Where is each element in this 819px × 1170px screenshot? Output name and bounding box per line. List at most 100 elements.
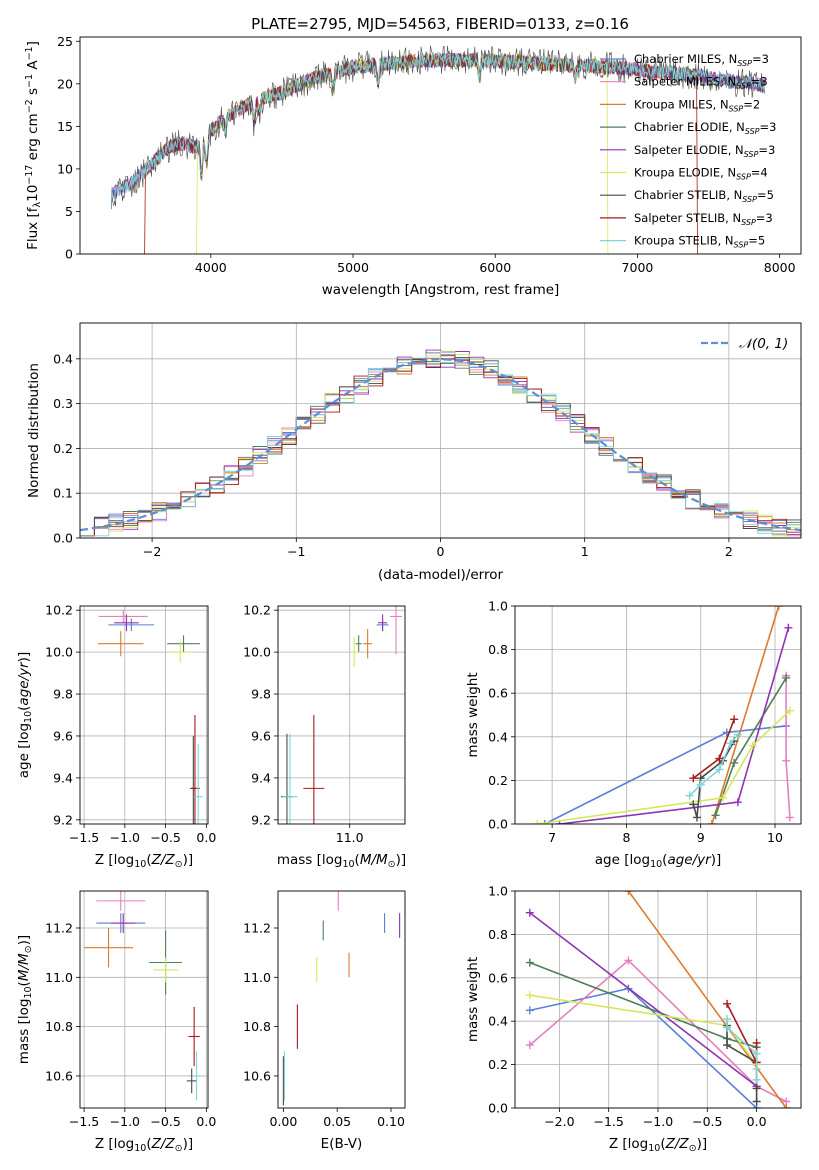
series-marker xyxy=(715,754,724,763)
x-tick-label: 0.0 xyxy=(196,830,216,845)
x-tick-label: 1 xyxy=(581,544,589,559)
axes-frame xyxy=(79,36,802,255)
series-marker xyxy=(785,813,794,822)
series-marker xyxy=(540,820,549,824)
y-tick-label: 0.8 xyxy=(488,927,508,942)
series-marker xyxy=(752,1097,761,1106)
data-point xyxy=(192,1051,201,1101)
y-tick-label: 10.2 xyxy=(45,603,73,618)
spectrum-panel: 4000 5000 6000 7000 8000 0 5 10 15 20 25 wavelength… xyxy=(24,34,802,298)
data-point xyxy=(108,618,155,632)
mass-vs-z-panel: −1.5 −1.0 −0.5 0.0 10.6 10.8 11.0 11.2 Z [log10​… xyxy=(16,890,216,1154)
series-line xyxy=(627,891,787,1108)
x-tick-label: 5000 xyxy=(337,260,369,275)
data-point xyxy=(84,927,133,968)
plot-area xyxy=(278,606,405,824)
x-axis-label: age [log10​(age/yr)] xyxy=(595,852,721,870)
x-tick-label: −0.5 xyxy=(150,1114,180,1129)
x-tick-label: −1.0 xyxy=(110,1114,140,1129)
x-tick-label: 7 xyxy=(548,830,556,845)
y-tick-label: 0.0 xyxy=(488,1101,508,1116)
data-point xyxy=(114,614,139,632)
data-point xyxy=(167,635,200,653)
axes-frame xyxy=(514,890,802,1109)
series-marker xyxy=(696,780,705,789)
series-marker xyxy=(723,999,732,1008)
series-marker xyxy=(784,623,793,632)
normal-reference-curve xyxy=(79,358,802,532)
series-marker xyxy=(533,820,542,824)
plot-area xyxy=(278,891,405,1108)
series-marker xyxy=(752,1075,761,1084)
axes-frame xyxy=(79,605,209,825)
y-tick-label: 11.0 xyxy=(45,970,73,985)
y-tick-label: 11.2 xyxy=(243,920,271,935)
x-tick-label: −2 xyxy=(143,544,161,559)
y-axis-label: mass weight xyxy=(465,957,481,1042)
series-marker xyxy=(782,1104,791,1108)
x-tick-label: 0 xyxy=(437,544,445,559)
series-marker xyxy=(711,811,720,820)
series-marker xyxy=(525,1006,534,1015)
series-line xyxy=(529,912,758,1087)
data-point xyxy=(363,629,373,659)
x-tick-label: −1.5 xyxy=(594,1114,624,1129)
data-point xyxy=(188,1006,200,1067)
y-tick-label: 0.4 xyxy=(488,1014,508,1029)
data-point xyxy=(96,891,146,911)
spectrum-series-kroupa-stelib xyxy=(110,50,766,202)
plot-area xyxy=(80,891,208,1108)
y-tick-label: 9.4 xyxy=(251,770,271,785)
data-point xyxy=(168,641,193,663)
series-marker xyxy=(689,774,698,783)
weight-series-kroupa-miles xyxy=(707,606,783,824)
y-tick-label: 0.3 xyxy=(53,396,73,411)
weight-series-salpeter-stelib xyxy=(689,715,739,783)
series-marker xyxy=(733,730,742,739)
y-tick-label: 0.4 xyxy=(488,729,508,744)
figure-title: PLATE=2795, MJD=54563, FIBERID=0133, z=0… xyxy=(251,15,629,33)
y-tick-label: 10.6 xyxy=(45,1068,73,1083)
y-tick-label: 9.2 xyxy=(251,812,271,827)
series-marker xyxy=(693,813,701,822)
weight-series-kroupa-stelib xyxy=(723,1015,761,1084)
y-tick-label: 9.6 xyxy=(251,728,271,743)
data-point xyxy=(110,913,136,933)
age-vs-mass-panel: 11.0 9.2 9.4 9.6 9.8 10.0 10.2 mass [log10​(M/M… xyxy=(243,603,406,870)
series-marker xyxy=(525,958,534,967)
data-point xyxy=(378,614,388,632)
x-tick-label: 0.05 xyxy=(323,1114,351,1129)
weight-vs-z-panel: −2.0 −1.5 −1.0 −0.5 0.0 0.0 0.2 0.4 0.6 0.8 1.0 Z [… xyxy=(465,884,802,1154)
y-tick-label: 10.8 xyxy=(243,1019,271,1034)
data-point xyxy=(194,744,203,824)
y-axis-label: Normed distribution xyxy=(26,363,42,498)
histogram-salpeter-stelib xyxy=(80,358,801,537)
series-marker xyxy=(774,606,783,610)
legend-entry: Salpeter MILES, NSSP=3 xyxy=(634,75,768,91)
weight-series-salpeter-miles xyxy=(782,671,794,822)
y-axis-label: age [log10​(age/yr)] xyxy=(16,652,34,778)
y-tick-label: 1.0 xyxy=(488,599,508,614)
residuals-panel: −2 −1 0 1 2 0.0 0.1 0.2 0.3 0.4 𝒩(0, 1) (data-model… xyxy=(26,322,802,583)
x-tick-label: 0.0 xyxy=(747,1114,767,1129)
y-tick-label: 0.4 xyxy=(53,351,73,366)
axes-frame xyxy=(277,605,406,825)
data-point xyxy=(98,610,148,623)
x-tick-label: 6000 xyxy=(479,260,511,275)
series-marker xyxy=(733,798,742,807)
x-tick-label: −1.5 xyxy=(69,830,99,845)
plot-area xyxy=(80,606,208,824)
x-tick-label: −1 xyxy=(287,544,305,559)
series-marker xyxy=(752,1084,761,1093)
series-marker xyxy=(525,908,534,917)
data-point xyxy=(355,635,362,653)
y-tick-label: 5 xyxy=(65,204,73,219)
x-tick-label: 8000 xyxy=(764,260,796,275)
data-point xyxy=(97,631,144,657)
mass-vs-ebv-panel: 0.00 0.05 0.10 10.6 10.8 11.0 11.2 E(B-V) xyxy=(243,890,406,1152)
data-point xyxy=(186,1068,197,1094)
legend-entry: Salpeter ELODIE, NSSP=3 xyxy=(634,143,775,159)
series-marker xyxy=(685,791,694,800)
x-axis-label: mass [log10​(M/M⊙​)] xyxy=(277,852,406,870)
series-marker xyxy=(723,1041,732,1050)
